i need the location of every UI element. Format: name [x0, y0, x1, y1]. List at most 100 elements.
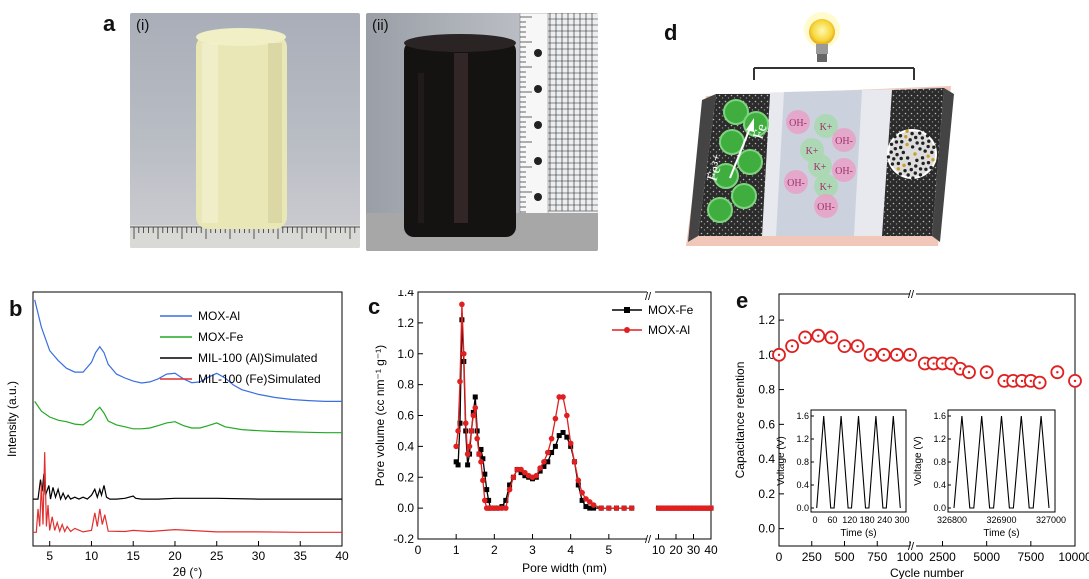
x-tick-label: 20 — [168, 549, 182, 563]
zoom-particle — [921, 141, 925, 145]
y-tick-label: 1.0 — [397, 347, 414, 361]
fe-label: Fe — [751, 122, 771, 142]
inset-x-tick-label: 0 — [812, 515, 817, 525]
data-point — [510, 474, 517, 481]
y-tick-label: 0.6 — [397, 409, 414, 423]
data-point — [464, 451, 471, 457]
data-point — [606, 505, 612, 511]
inset-x-tick-label: 60 — [827, 515, 837, 525]
data-point-center — [908, 353, 912, 357]
inset-x-tick-label: 120 — [842, 515, 857, 525]
data-point — [541, 463, 547, 469]
ion-label: OH- — [789, 118, 807, 129]
y-tick-label: 0.0 — [397, 501, 414, 515]
data-point-center — [882, 353, 885, 357]
inset-y-tick-label: 0.8 — [796, 457, 809, 467]
data-point — [457, 420, 463, 426]
inset-y-tick-label: 0.4 — [933, 480, 946, 490]
zoom-particle — [915, 158, 919, 163]
legend-label-3: MIL-100 (Fe)Simulated — [198, 372, 321, 386]
zoom-particle — [923, 149, 927, 153]
legend-label-2: MIL-100 (Al)Simulated — [198, 351, 317, 365]
y-tick-label: 1.2 — [758, 313, 775, 327]
data-point-center — [1056, 371, 1059, 374]
x-tick-label: 40 — [704, 543, 718, 557]
panel-label-e: e — [736, 288, 749, 313]
data-point — [590, 502, 597, 508]
x-tick-label: 15 — [127, 549, 141, 563]
data-point — [502, 505, 509, 511]
zoom-particle — [896, 161, 901, 166]
axis-break-mark-top: // — [645, 291, 652, 303]
y-tick-label: -0.2 — [393, 532, 414, 546]
ion-ball — [784, 170, 808, 194]
zoom-particle — [918, 147, 922, 151]
data-point-center — [830, 336, 833, 339]
data-point — [465, 462, 471, 468]
ion-label: OH- — [835, 136, 853, 147]
data-point-center — [869, 353, 872, 357]
voltage-curve — [953, 415, 1050, 509]
data-point — [583, 496, 589, 502]
data-point — [481, 497, 488, 504]
data-point — [472, 404, 479, 411]
ion-label: K+ — [814, 162, 827, 173]
ruler-hole — [534, 49, 542, 57]
zoom-particle — [900, 140, 904, 144]
x-axis-label: 2θ (°) — [173, 565, 202, 579]
x-tick-label: 5 — [605, 543, 612, 557]
data-point — [468, 428, 475, 434]
inset-y-tick-label: 0.0 — [796, 503, 809, 513]
zoom-particle — [889, 150, 893, 154]
ion-label: OH- — [787, 178, 805, 189]
data-point — [548, 435, 555, 442]
data-point — [478, 459, 484, 465]
ion-label: K+ — [806, 146, 819, 157]
x-tick-label: 7500 — [1017, 550, 1044, 564]
data-point — [507, 482, 513, 488]
zoom-particle — [914, 164, 918, 168]
x-tick-label: 5000 — [973, 550, 1000, 564]
ruler-hole — [534, 157, 542, 165]
zoom-particle — [902, 163, 906, 168]
zoom-particle — [910, 145, 915, 149]
inset-y-tick-label: 0.4 — [796, 480, 809, 490]
data-point — [613, 505, 620, 511]
axis-break-mark-bottom: // — [908, 541, 915, 553]
data-point — [486, 497, 492, 503]
axis-break-mark-bottom: // — [645, 534, 652, 546]
plot-frame — [778, 293, 1076, 547]
data-point — [533, 472, 540, 479]
zoom-particle — [930, 150, 934, 155]
zoom-particle — [927, 139, 931, 143]
y-tick-label: 1.0 — [758, 348, 775, 362]
data-point — [522, 473, 528, 479]
zoom-particle — [926, 144, 930, 149]
inset-y-tick-label: 0.8 — [933, 457, 946, 467]
data-point — [549, 450, 555, 456]
zoom-particle — [925, 134, 930, 138]
ion-ball — [786, 110, 810, 134]
zoom-particle — [913, 171, 917, 175]
legend-label-0: MOX-Al — [198, 309, 240, 323]
x-tick-label: 5 — [46, 549, 53, 563]
data-point-center — [967, 371, 971, 374]
zoom-particle — [898, 134, 903, 138]
fe-nanoparticle — [731, 183, 757, 209]
data-point — [564, 412, 570, 419]
inset-x-tick-label: 326800 — [937, 515, 967, 525]
zoom-particle — [905, 129, 909, 133]
ion-label: OH- — [835, 166, 853, 177]
data-point — [579, 497, 585, 503]
data-point — [470, 409, 476, 415]
y-tick-label: 0.8 — [397, 378, 414, 392]
light-bulb-icon — [804, 12, 840, 62]
data-point — [571, 459, 578, 465]
y-tick-label: 0.4 — [758, 452, 775, 466]
fe-nanoparticles — [707, 99, 769, 223]
y-tick-label: 0.2 — [758, 487, 775, 501]
series-line-2 — [33, 473, 342, 501]
legend-label-1: MOX-Al — [648, 323, 690, 337]
data-point — [506, 486, 513, 493]
y-tick-label: 0.6 — [758, 417, 775, 431]
